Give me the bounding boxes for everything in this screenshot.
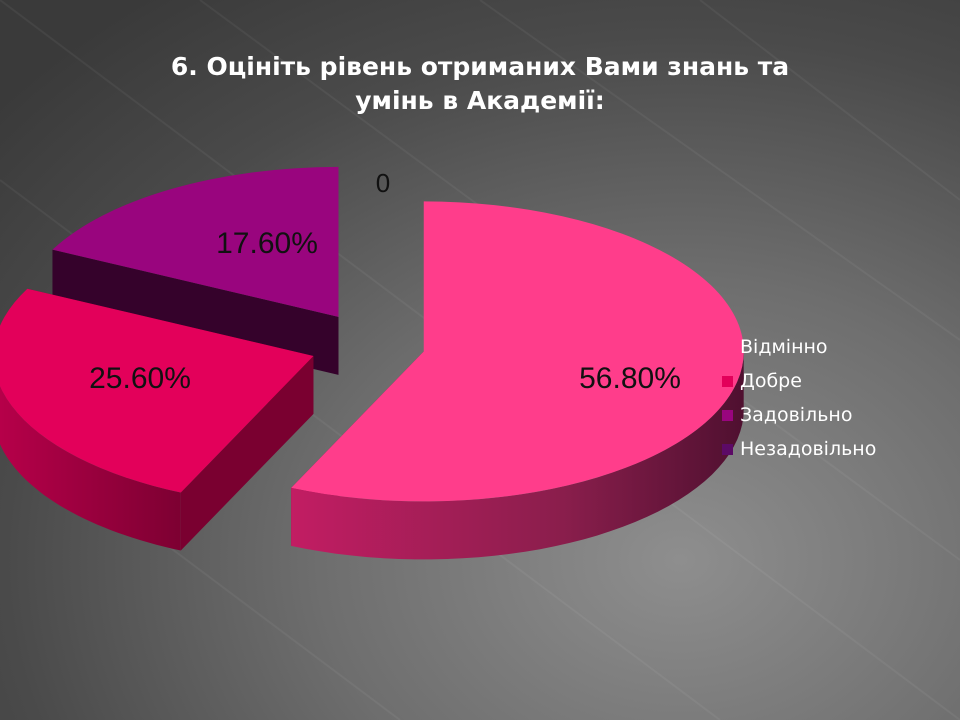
pie-wall-dobre-0 xyxy=(180,355,314,551)
pie-slice-dobre xyxy=(0,288,314,493)
pie-wall-zadovilno-0 xyxy=(52,249,339,375)
legend-item-vidminno: Відмінно xyxy=(722,330,876,364)
legend-swatch-zadovilno xyxy=(722,409,733,421)
legend: Відмінно Добре Задовільно Незадовільно xyxy=(722,330,876,466)
chart-title-line-2: умінь в Академії: xyxy=(355,86,605,115)
pie-side-dobre xyxy=(0,386,181,551)
chart-title: 6. Оцініть рівень отриманих Вами знань т… xyxy=(120,50,840,118)
data-label-vidminno: 56.80% xyxy=(579,362,681,395)
pie-slice-zadovilno xyxy=(52,166,339,317)
data-label-nezadovilno: 0 xyxy=(376,168,390,198)
pie-side-vidminno xyxy=(291,351,744,560)
data-label-zadovilno: 17.60% xyxy=(216,227,318,260)
legend-swatch-dobre xyxy=(722,375,733,387)
legend-label-nezadovilno: Незадовільно xyxy=(740,438,877,460)
legend-label-zadovilno: Задовільно xyxy=(740,404,853,426)
legend-label-vidminno: Відмінно xyxy=(740,336,828,358)
legend-swatch-nezadovilno xyxy=(722,443,733,455)
legend-label-dobre: Добре xyxy=(740,370,802,392)
data-label-dobre: 25.60% xyxy=(89,362,191,395)
chart-title-line-1: 6. Оцініть рівень отриманих Вами знань т… xyxy=(170,52,790,81)
legend-item-dobre: Добре xyxy=(722,364,876,398)
pie-slice-vidminno xyxy=(291,201,744,502)
legend-item-zadovilno: Задовільно xyxy=(722,398,876,432)
legend-swatch-vidminno xyxy=(722,341,733,353)
legend-item-nezadovilno: Незадовільно xyxy=(722,432,876,466)
